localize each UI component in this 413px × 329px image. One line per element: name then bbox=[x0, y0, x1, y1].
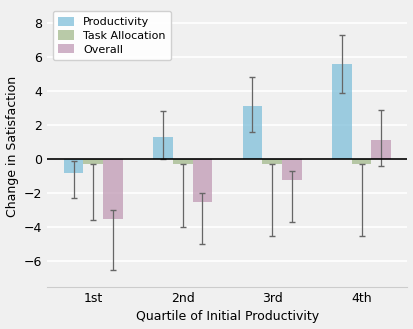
X-axis label: Quartile of Initial Productivity: Quartile of Initial Productivity bbox=[136, 311, 319, 323]
Bar bbox=[83, 159, 103, 164]
Bar bbox=[282, 159, 301, 180]
Legend: Productivity, Task Allocation, Overall: Productivity, Task Allocation, Overall bbox=[53, 11, 171, 60]
Y-axis label: Change in Satisfaction: Change in Satisfaction bbox=[5, 76, 19, 217]
Bar bbox=[352, 159, 371, 164]
Bar bbox=[64, 159, 83, 173]
Bar bbox=[332, 63, 352, 159]
Bar bbox=[173, 159, 192, 164]
Bar bbox=[153, 137, 173, 159]
Bar bbox=[371, 140, 391, 159]
Bar bbox=[192, 159, 212, 202]
Bar bbox=[103, 159, 123, 219]
Bar bbox=[242, 106, 262, 159]
Bar bbox=[262, 159, 282, 164]
